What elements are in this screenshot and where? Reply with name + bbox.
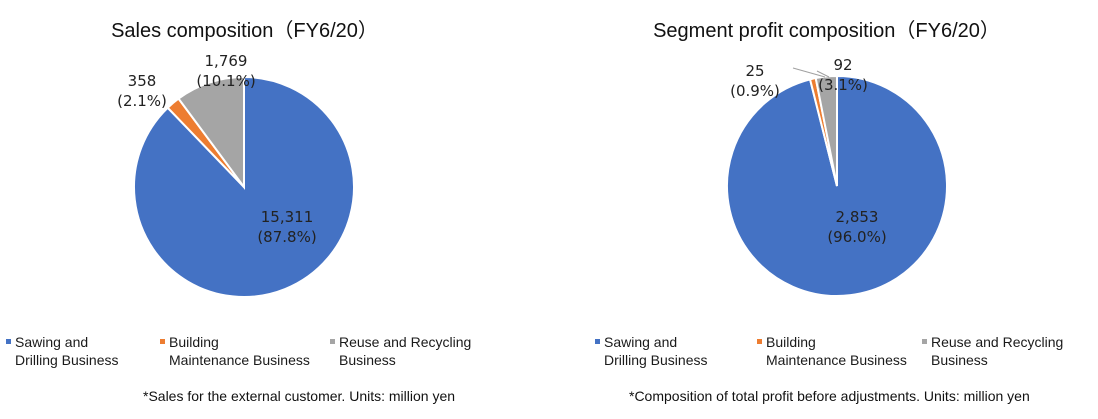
pie-slice-3	[177, 75, 245, 191]
data-label-percent-2: (2.1%)	[117, 92, 167, 110]
chart-title: Segment profit composition（FY6/20）	[653, 20, 1000, 42]
legend-label: Reuse and Recycling Business	[339, 334, 472, 368]
legend-item-reuse: Reuse and Recycling Business	[922, 333, 1063, 369]
legend-label: Sawing and Drilling Business	[604, 334, 708, 368]
data-label-value-3: 1,769	[205, 52, 248, 70]
legend-label: Building Maintenance Business	[169, 334, 310, 368]
legend-swatch	[160, 339, 165, 344]
data-label-value-2: 358	[128, 72, 157, 90]
chart-legend: Sawing and Drilling Business Building Ma…	[549, 333, 1098, 373]
legend-swatch	[922, 339, 927, 344]
segment-profit-composition-chart: Segment profit composition（FY6/20） 2,853…	[549, 0, 1098, 419]
legend-swatch	[6, 339, 11, 344]
data-label-percent-2: (0.9%)	[730, 82, 780, 100]
data-label-percent-3: (3.1%)	[818, 76, 868, 94]
chart-footnote: *Composition of total profit before adju…	[629, 388, 1030, 404]
chart-legend: Sawing and Drilling Business Building Ma…	[0, 333, 549, 373]
sales-composition-chart: Sales composition（FY6/20） 15,311 (87.8%) 3…	[0, 20, 549, 404]
data-label-value-2: 25	[745, 62, 764, 80]
data-label-percent-1: (96.0%)	[827, 228, 886, 246]
data-label-value-1: 15,311	[261, 208, 314, 226]
legend-swatch	[330, 339, 335, 344]
chart-title: Sales composition（FY6/20）	[111, 20, 378, 42]
legend-label: Sawing and Drilling Business	[15, 334, 119, 368]
chart-footnote: *Sales for the external customer. Units:…	[143, 388, 456, 404]
legend-item-reuse: Reuse and Recycling Business	[330, 333, 471, 369]
legend-label: Building Maintenance Business	[766, 334, 907, 368]
data-label-value-3: 92	[833, 56, 852, 74]
legend-label: Reuse and Recycling Business	[931, 334, 1064, 368]
pie-slice-3	[814, 74, 838, 187]
legend-item-building: Building Maintenance Business	[757, 333, 907, 369]
leader-line-2	[816, 70, 830, 78]
legend-swatch	[757, 339, 762, 344]
legend-item-sawing: Sawing and Drilling Business	[6, 333, 118, 369]
pie-svg: 15,311 (87.8%) 358 (2.1%) 1,769 (10.1%)	[117, 52, 355, 298]
data-label-percent-3: (10.1%)	[196, 72, 255, 90]
data-label-value-1: 2,853	[836, 208, 879, 226]
legend-swatch	[595, 339, 600, 344]
pie-svg: 2,853 (96.0%) 25 (0.9%) 92 (3.1%)	[726, 56, 948, 297]
leader-line-1	[792, 67, 826, 78]
legend-item-sawing: Sawing and Drilling Business	[595, 333, 707, 369]
legend-item-building: Building Maintenance Business	[160, 333, 310, 369]
data-label-percent-1: (87.8%)	[257, 228, 316, 246]
